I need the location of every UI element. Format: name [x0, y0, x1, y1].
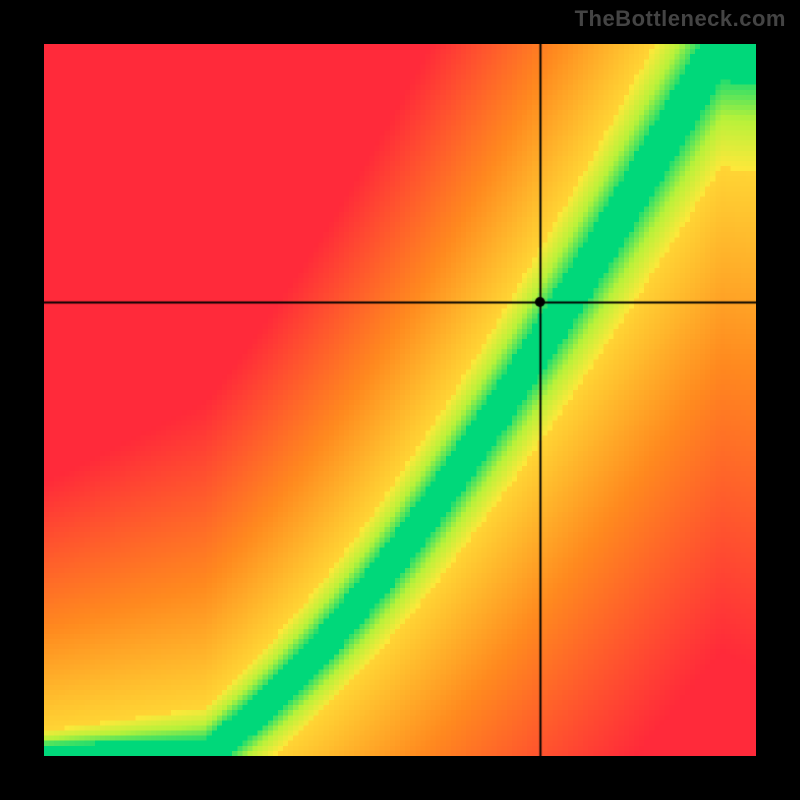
- watermark-text: TheBottleneck.com: [575, 6, 786, 32]
- bottleneck-heatmap: [44, 44, 756, 756]
- bottleneck-heatmap-container: { "watermark": "TheBottleneck.com", "cha…: [0, 0, 800, 800]
